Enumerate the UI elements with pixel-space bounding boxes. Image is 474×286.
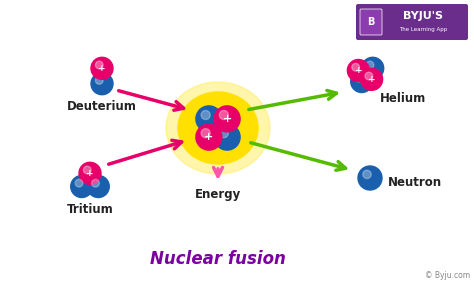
Circle shape — [91, 179, 100, 187]
Text: Tritium: Tritium — [67, 203, 113, 216]
Circle shape — [91, 57, 113, 79]
Circle shape — [366, 61, 374, 69]
Text: Helium: Helium — [380, 92, 426, 106]
Circle shape — [196, 106, 222, 132]
Circle shape — [201, 129, 210, 138]
Circle shape — [219, 110, 228, 120]
Text: Neutron: Neutron — [388, 176, 442, 188]
FancyBboxPatch shape — [360, 9, 382, 35]
Circle shape — [95, 77, 103, 84]
Circle shape — [355, 74, 363, 82]
Circle shape — [214, 124, 240, 150]
Text: +: + — [355, 66, 362, 75]
Circle shape — [352, 63, 359, 71]
Circle shape — [219, 129, 228, 138]
Circle shape — [95, 61, 103, 69]
Text: +: + — [204, 132, 213, 142]
Text: BYJU'S: BYJU'S — [403, 11, 443, 21]
Text: Nuclear fusion: Nuclear fusion — [150, 250, 286, 268]
Text: Energy: Energy — [195, 188, 241, 201]
Text: B: B — [367, 17, 374, 27]
Circle shape — [347, 59, 369, 82]
Circle shape — [214, 106, 240, 132]
Text: The Learning App: The Learning App — [399, 27, 447, 31]
Circle shape — [362, 57, 383, 79]
Ellipse shape — [178, 92, 258, 164]
Circle shape — [361, 68, 383, 90]
Circle shape — [71, 176, 93, 198]
Text: +: + — [222, 114, 232, 124]
Text: +: + — [368, 75, 375, 84]
Circle shape — [87, 176, 109, 198]
Text: +: + — [86, 169, 94, 178]
Circle shape — [363, 170, 371, 178]
Text: +: + — [98, 64, 106, 73]
Circle shape — [201, 110, 210, 120]
Text: Deuterium: Deuterium — [67, 100, 137, 113]
Circle shape — [196, 124, 222, 150]
Text: © Byju.com: © Byju.com — [425, 271, 470, 280]
Circle shape — [79, 162, 101, 184]
Circle shape — [91, 73, 113, 95]
Circle shape — [351, 71, 373, 92]
Ellipse shape — [166, 82, 270, 174]
Circle shape — [83, 166, 91, 174]
Circle shape — [358, 166, 382, 190]
FancyBboxPatch shape — [356, 4, 468, 40]
Circle shape — [365, 72, 373, 80]
Circle shape — [75, 179, 83, 187]
